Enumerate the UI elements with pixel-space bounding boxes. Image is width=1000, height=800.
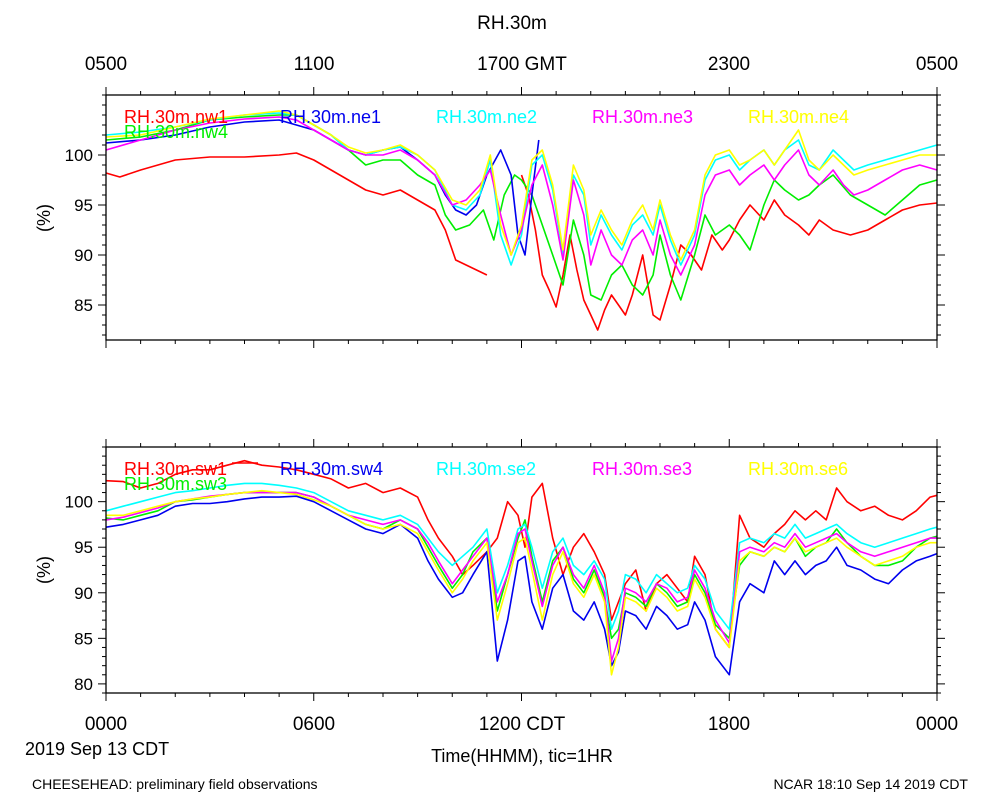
top-plot-frame: [105, 94, 938, 341]
series-line-rh-30m-sw1: [105, 459, 938, 649]
series-line-rh-30m-sw4: [105, 495, 938, 676]
series-line-rh-30m-ne4: [105, 110, 937, 261]
legend-entry: RH.30m.se2: [436, 459, 536, 479]
cdt-tick-label: 0600: [293, 714, 335, 735]
legend-entry: RH.30m.sw1: [124, 459, 227, 479]
y-tick-label: 80: [74, 675, 93, 694]
y-tick-label: 95: [74, 196, 93, 215]
top-axis-labels: 0500 1100 1700 GMT 2300 0500: [85, 54, 958, 75]
bottom-panel: 80 85 90 95 100 (%) RH.30m.sw1 RH.30m.sw…: [34, 439, 945, 701]
y-axis-label: (%): [34, 556, 54, 584]
gmt-tick-label: 0500: [85, 54, 127, 75]
y-tick-label: 95: [74, 538, 93, 557]
y-tick-label: 90: [74, 246, 93, 265]
gmt-tick-label: 0500: [916, 54, 958, 75]
top-panel-ticks: [98, 87, 945, 348]
series-line-rh-30m-ne2: [105, 112, 938, 266]
bottom-plot-frame: [105, 446, 938, 694]
legend-entry: RH.30m.sw4: [280, 459, 383, 479]
legend-entry: RH.30m.se3: [592, 459, 692, 479]
top-legend: RH.30m.nw1 RH.30m.nw4 RH.30m.ne1 RH.30m.…: [124, 107, 849, 142]
legend-entry: RH.30m.ne1: [280, 107, 381, 127]
top-panel-series: [105, 110, 938, 331]
bottom-legend: RH.30m.sw1 RH.30m.sw3 RH.30m.sw4 RH.30m.…: [124, 459, 848, 494]
top-panel: 85 90 95 100 (%) RH.30m.nw1 RH.30m.nw4 R…: [34, 87, 945, 348]
legend-entry: RH.30m.sw3: [124, 474, 227, 494]
series-line-rh-30m-se2: [105, 482, 938, 630]
bottom-axis-labels: 0000 0600 1200 CDT 1800 0000: [85, 714, 958, 735]
y-tick-label: 100: [65, 493, 93, 512]
y-tick-label: 90: [74, 584, 93, 603]
footer-right: NCAR 18:10 Sep 14 2019 CDT: [773, 776, 968, 792]
series-line-rh-30m-se3: [105, 491, 937, 662]
y-axis-label: (%): [34, 204, 54, 232]
x-axis-label: Time(HHMM), tic=1HR: [431, 746, 613, 766]
gmt-tick-label: 2300: [708, 54, 750, 75]
legend-entry: RH.30m.ne2: [436, 107, 537, 127]
series-line-rh-30m-ne3: [105, 116, 938, 276]
legend-entry: RH.30m.nw4: [124, 122, 228, 142]
legend-entry: RH.30m.ne3: [592, 107, 693, 127]
series-line-rh-30m-ne1: [105, 119, 540, 256]
top-y-tick-labels: 85 90 95 100: [65, 146, 93, 315]
series-line-rh-30m-nw4: [105, 114, 938, 301]
legend-entry: RH.30m.se6: [748, 459, 848, 479]
y-tick-label: 100: [65, 146, 93, 165]
legend-entry: RH.30m.nw1: [124, 107, 228, 127]
legend-entry: RH.30m.ne4: [748, 107, 849, 127]
date-label: 2019 Sep 13 CDT: [25, 739, 169, 759]
gmt-tick-label: 1700 GMT: [477, 54, 567, 75]
cdt-tick-label: 0000: [85, 714, 127, 735]
gmt-tick-label: 1100: [294, 54, 335, 75]
bottom-y-tick-labels: 80 85 90 95 100: [65, 493, 93, 694]
cdt-tick-label: 1200 CDT: [479, 714, 566, 735]
cdt-tick-label: 0000: [916, 714, 958, 735]
chart-title: RH.30m: [477, 13, 547, 34]
footer-left: CHEESEHEAD: preliminary field observatio…: [32, 776, 318, 792]
bottom-panel-ticks: [98, 439, 945, 701]
cdt-tick-label: 1800: [708, 714, 750, 735]
bottom-panel-series: [105, 459, 938, 676]
y-tick-label: 85: [74, 629, 93, 648]
y-tick-label: 85: [74, 296, 93, 315]
series-line-rh-30m-se6: [106, 489, 937, 676]
